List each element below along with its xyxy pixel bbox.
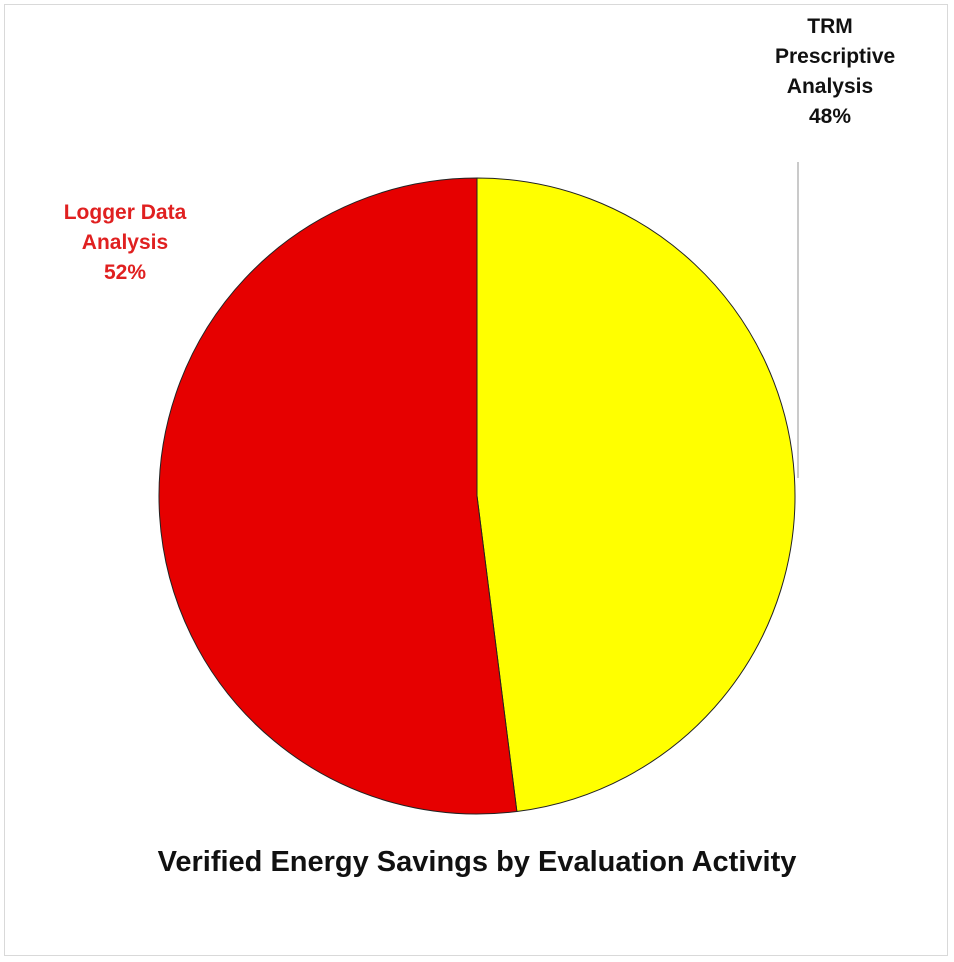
data-label-category: TRM Prescriptive Analysis (775, 15, 896, 98)
data-label-category: Logger Data Analysis (63, 201, 187, 254)
pie-slice (476, 177, 796, 813)
chart-frame (4, 4, 948, 956)
pie-slice (158, 177, 518, 815)
chart-title: Verified Energy Savings by Evaluation Ac… (157, 846, 797, 878)
data-label-value: 48% (808, 105, 852, 128)
data-label-value: 52% (103, 261, 147, 284)
